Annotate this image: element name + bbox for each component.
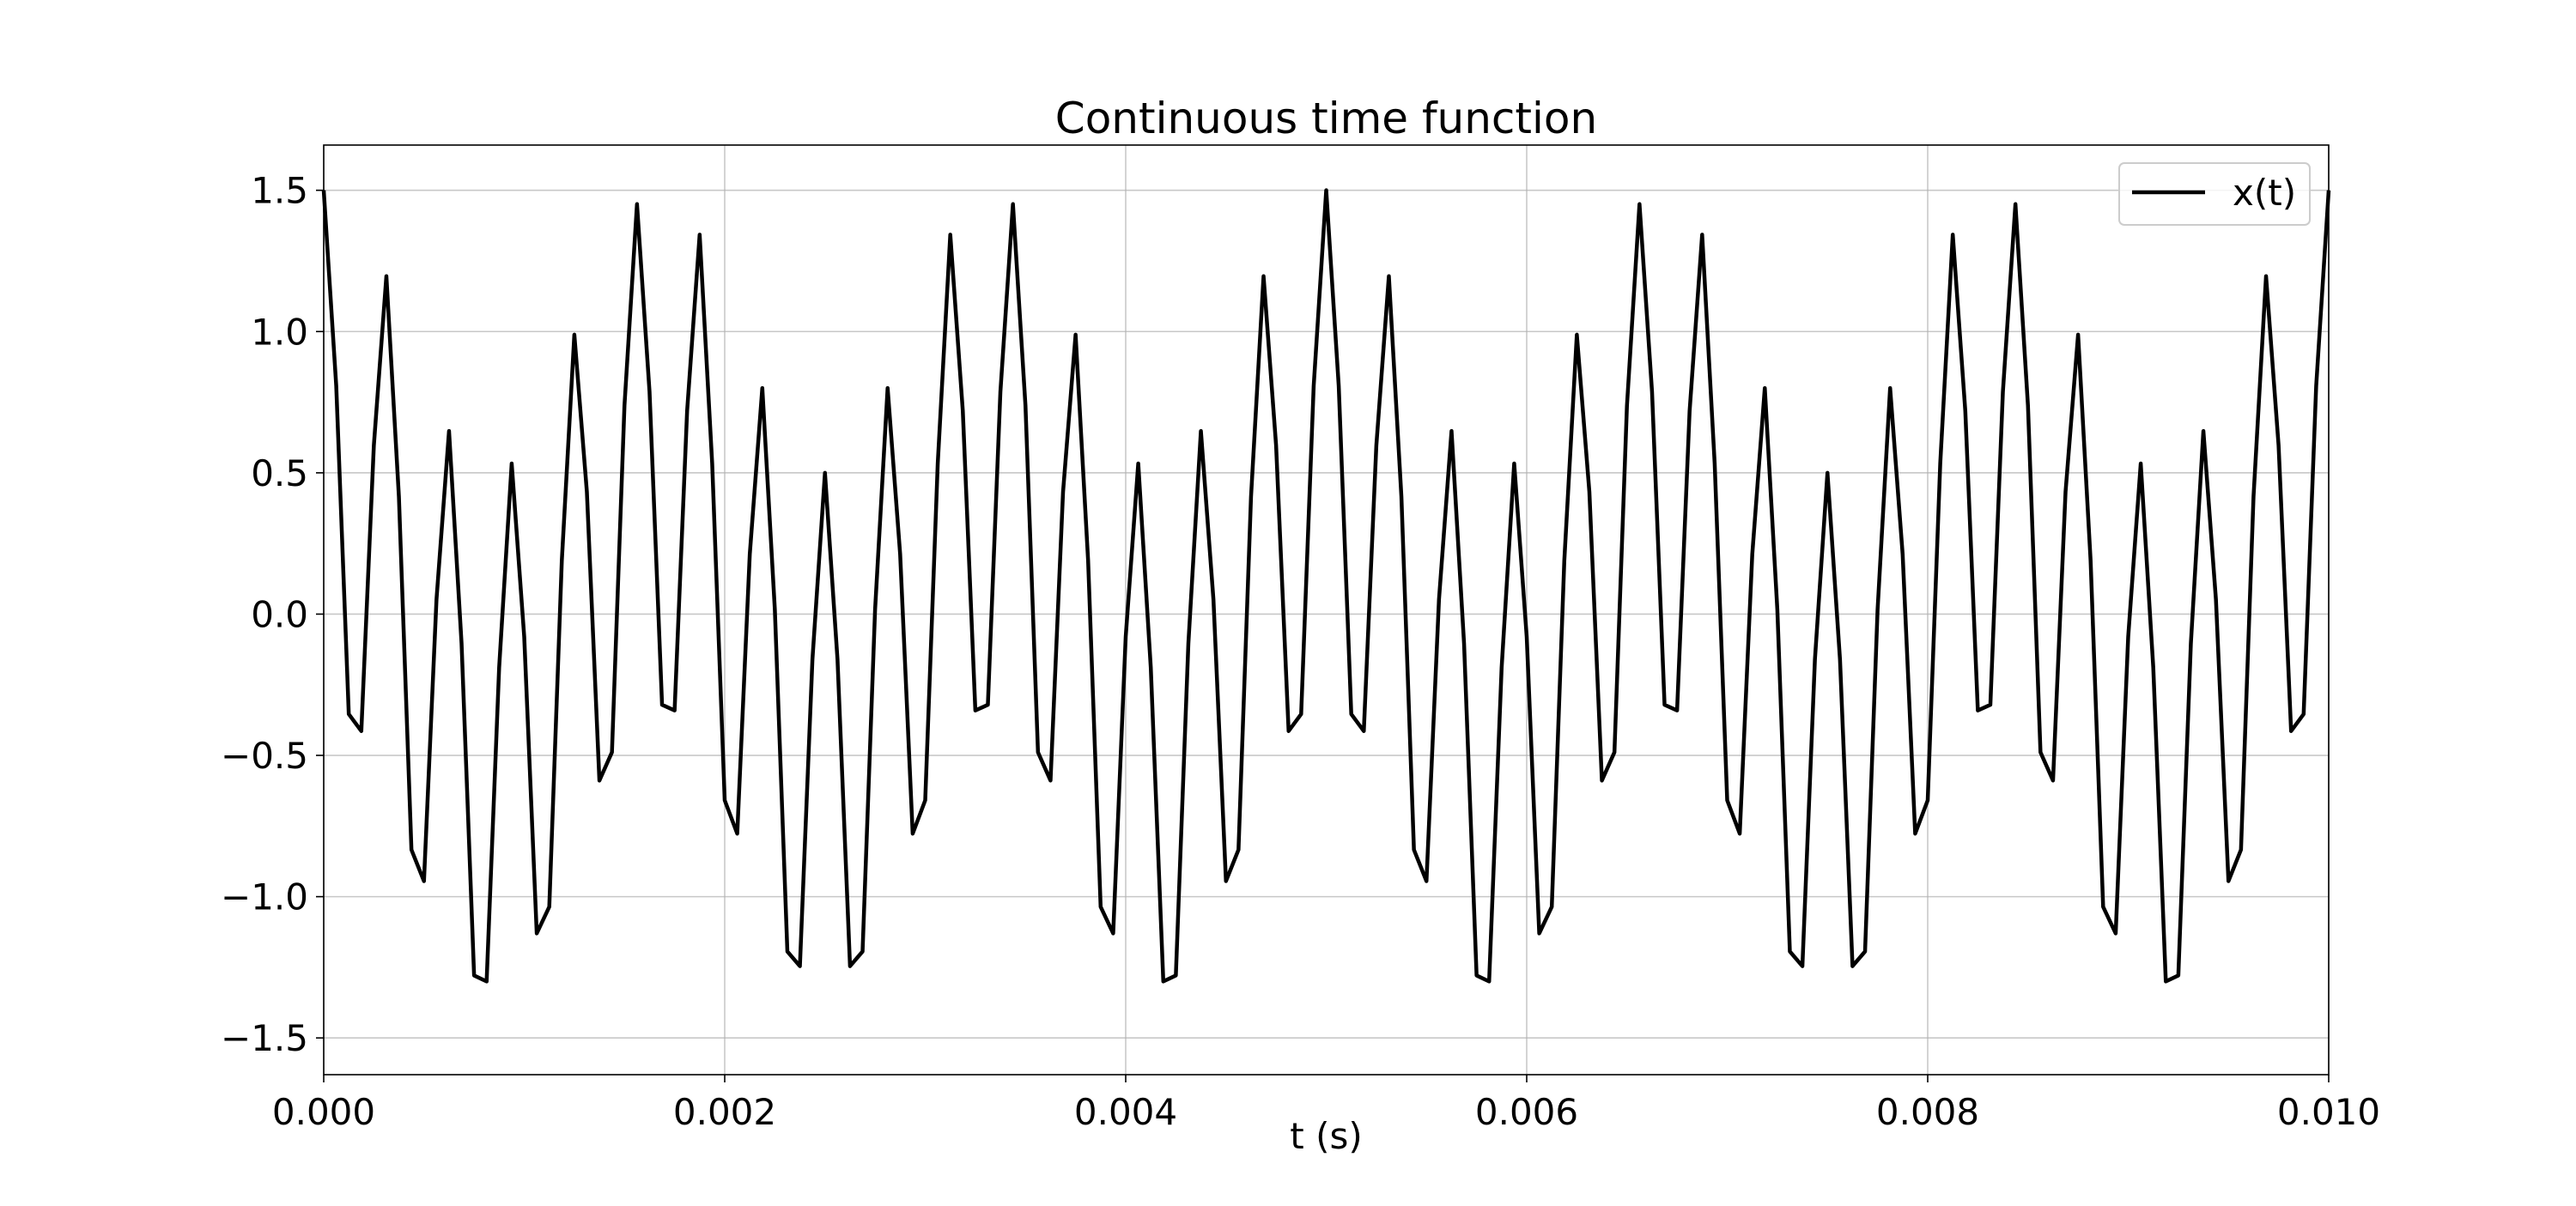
x-tick-label: 0.008: [1876, 1091, 1979, 1133]
x-tick-label: 0.002: [673, 1091, 776, 1133]
series-line-x-t: [321, 188, 2331, 984]
x-axis-title: t (s): [1290, 1115, 1362, 1157]
plot-area-frame: [323, 144, 2330, 1076]
legend: x(t): [2118, 162, 2311, 226]
y-tick-label: −1.5: [221, 1017, 308, 1059]
x-tick-label: 0.000: [272, 1091, 375, 1133]
y-tick-label: 0.5: [251, 452, 308, 494]
y-tick-label: 0.0: [251, 593, 308, 635]
chart-title: Continuous time function: [1055, 94, 1597, 143]
x-tick-label: 0.004: [1074, 1091, 1177, 1133]
axis-ticks: 0.000 0.002 0.004 0.006 0.008 0.010 −1.5 −1.0 −0…: [221, 170, 2380, 1133]
series-layer: [321, 188, 2331, 984]
y-tick-label: 1.5: [251, 170, 308, 212]
legend-box: [2118, 162, 2311, 226]
x-tick-label: 0.010: [2277, 1091, 2380, 1133]
legend-label-x-t: x(t): [2233, 172, 2296, 214]
x-tick-label: 0.006: [1475, 1091, 1578, 1133]
y-tick-label: −0.5: [221, 735, 308, 777]
y-tick-label: 1.0: [251, 311, 308, 353]
y-tick-label: −1.0: [221, 876, 308, 918]
